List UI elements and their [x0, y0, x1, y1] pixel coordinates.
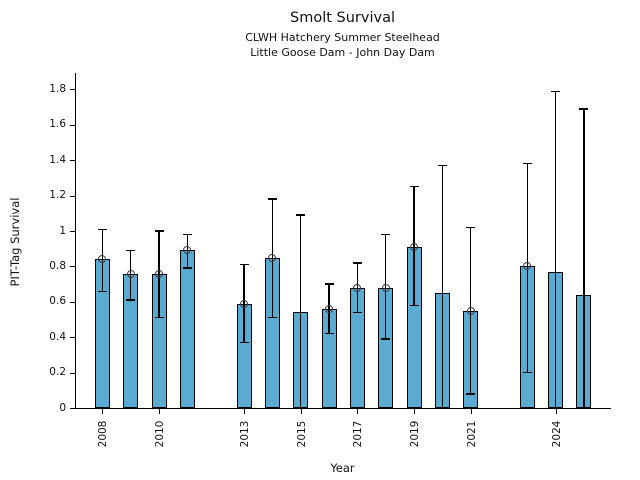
- error-cap-low-2016: [324, 332, 334, 335]
- x-tick: [555, 409, 557, 414]
- error-cap-low-2018: [381, 338, 391, 340]
- error-cap-low-2023: [522, 371, 532, 374]
- x-tick: [244, 409, 246, 414]
- y-tick-label: 0.8: [49, 259, 66, 272]
- error-cap-low-2011: [182, 267, 192, 269]
- error-cap-high-2014: [267, 198, 277, 200]
- error-cap-high-2019: [409, 186, 419, 188]
- x-tick-label: 2017: [352, 420, 365, 448]
- y-tick: [70, 337, 75, 339]
- point-marker-2014: [268, 253, 277, 262]
- point-marker-2021: [466, 306, 475, 315]
- error-cap-low-2009: [126, 299, 136, 301]
- error-bar-2015: [300, 215, 302, 408]
- error-cap-low-2013: [239, 341, 249, 344]
- error-cap-high-2020: [437, 164, 447, 167]
- x-tick: [414, 409, 415, 414]
- x-tick-label: 2021: [465, 420, 478, 448]
- y-axis-label: PIT-Tag Survival: [8, 197, 22, 287]
- error-cap-low-2019: [409, 304, 419, 307]
- x-tick-label: 2019: [409, 420, 421, 448]
- x-tick-label: 2010: [154, 420, 167, 448]
- error-cap-low-2017: [352, 311, 362, 314]
- point-marker-2017: [353, 283, 362, 292]
- point-marker-2016: [325, 304, 334, 313]
- x-tick-label: 2013: [239, 420, 252, 448]
- y-tick: [70, 372, 75, 374]
- error-cap-low-2008: [97, 290, 107, 292]
- x-tick: [159, 409, 161, 414]
- y-tick: [70, 160, 75, 162]
- point-marker-2009: [126, 269, 135, 278]
- point-marker-2008: [98, 255, 107, 264]
- y-tick-label: 0.2: [49, 366, 66, 379]
- y-tick-label: 0.4: [49, 330, 66, 343]
- point-marker-2010: [155, 269, 164, 278]
- y-tick: [70, 231, 75, 233]
- error-cap-high-2023: [522, 163, 532, 165]
- error-bar-2020: [441, 165, 444, 408]
- error-cap-low-2021: [466, 393, 476, 395]
- error-cap-high-2025: [579, 108, 589, 110]
- bar-2011: [179, 250, 195, 408]
- y-tick-label: 1.4: [49, 153, 66, 166]
- x-tick-label: 2008: [97, 420, 110, 448]
- x-tick: [357, 409, 359, 414]
- x-tick: [470, 409, 472, 414]
- error-cap-high-2011: [182, 233, 192, 236]
- y-tick-label: 1.6: [49, 118, 66, 131]
- x-tick-label: 2024: [550, 420, 563, 448]
- y-tick-label: 0: [59, 401, 66, 414]
- error-cap-low-2010: [154, 317, 164, 319]
- x-tick: [300, 409, 302, 414]
- point-marker-2023: [523, 262, 532, 271]
- y-tick: [70, 301, 75, 303]
- chart-subtitle-line1: CLWH Hatchery Summer Steelhead: [245, 31, 440, 44]
- error-cap-high-2021: [466, 226, 476, 229]
- error-cap-high-2018: [381, 233, 391, 236]
- x-tick: [102, 409, 104, 414]
- y-tick: [70, 195, 75, 197]
- chart-title: Smolt Survival: [290, 10, 395, 26]
- error-cap-high-2015: [296, 214, 306, 216]
- y-tick: [70, 266, 75, 268]
- x-tick-label: 2015: [295, 420, 308, 448]
- y-tick-label: 1.2: [49, 189, 66, 202]
- y-tick: [70, 124, 75, 126]
- error-bar-2025: [583, 108, 585, 408]
- point-marker-2018: [381, 283, 390, 292]
- chart-subtitle-line2: Little Goose Dam - John Day Dam: [250, 46, 435, 59]
- y-tick: [70, 89, 75, 91]
- error-cap-low-2014: [267, 317, 277, 319]
- x-axis-spine: [75, 408, 611, 409]
- y-tick-label: 0.6: [49, 295, 66, 308]
- error-cap-high-2024: [551, 90, 561, 92]
- error-cap-high-2013: [239, 263, 249, 266]
- point-marker-2019: [410, 242, 418, 251]
- y-tick-label: 1.8: [49, 82, 66, 95]
- error-cap-high-2009: [126, 249, 136, 252]
- y-tick: [70, 408, 75, 409]
- point-marker-2013: [240, 299, 249, 308]
- y-tick-label: 1: [59, 224, 66, 237]
- y-axis-spine: [75, 73, 76, 409]
- error-cap-high-2016: [324, 283, 334, 285]
- error-cap-high-2008: [97, 228, 107, 230]
- error-bar-2024: [554, 91, 557, 408]
- error-cap-high-2010: [154, 230, 164, 232]
- x-axis-label: Year: [330, 461, 355, 475]
- error-cap-high-2017: [352, 262, 362, 264]
